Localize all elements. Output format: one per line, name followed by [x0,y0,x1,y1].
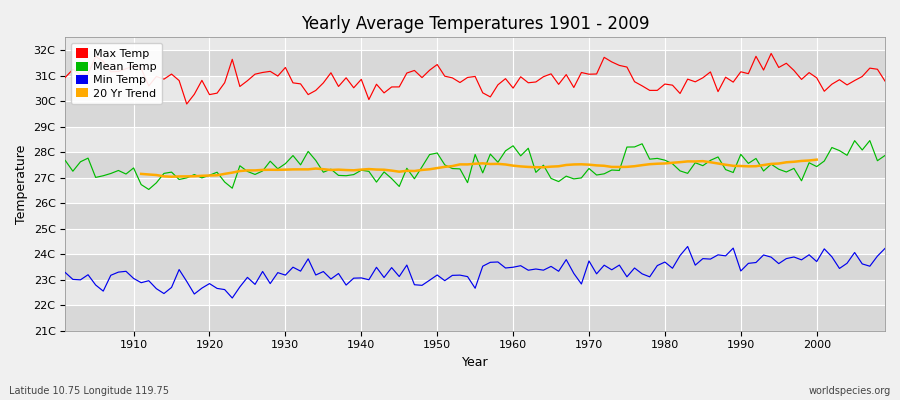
Bar [66,101,885,127]
Bar [66,50,885,76]
Bar [66,229,885,254]
Bar [66,152,885,178]
Legend: Max Temp, Mean Temp, Min Temp, 20 Yr Trend: Max Temp, Mean Temp, Min Temp, 20 Yr Tre… [71,43,162,104]
Title: Yearly Average Temperatures 1901 - 2009: Yearly Average Temperatures 1901 - 2009 [301,15,650,33]
Bar [66,280,885,305]
Bar [66,127,885,152]
Y-axis label: Temperature: Temperature [15,144,28,224]
Text: worldspecies.org: worldspecies.org [809,386,891,396]
Bar [66,203,885,229]
Bar [66,178,885,203]
Text: Latitude 10.75 Longitude 119.75: Latitude 10.75 Longitude 119.75 [9,386,169,396]
Bar [66,254,885,280]
Bar [66,76,885,101]
X-axis label: Year: Year [462,356,489,369]
Bar [66,305,885,331]
